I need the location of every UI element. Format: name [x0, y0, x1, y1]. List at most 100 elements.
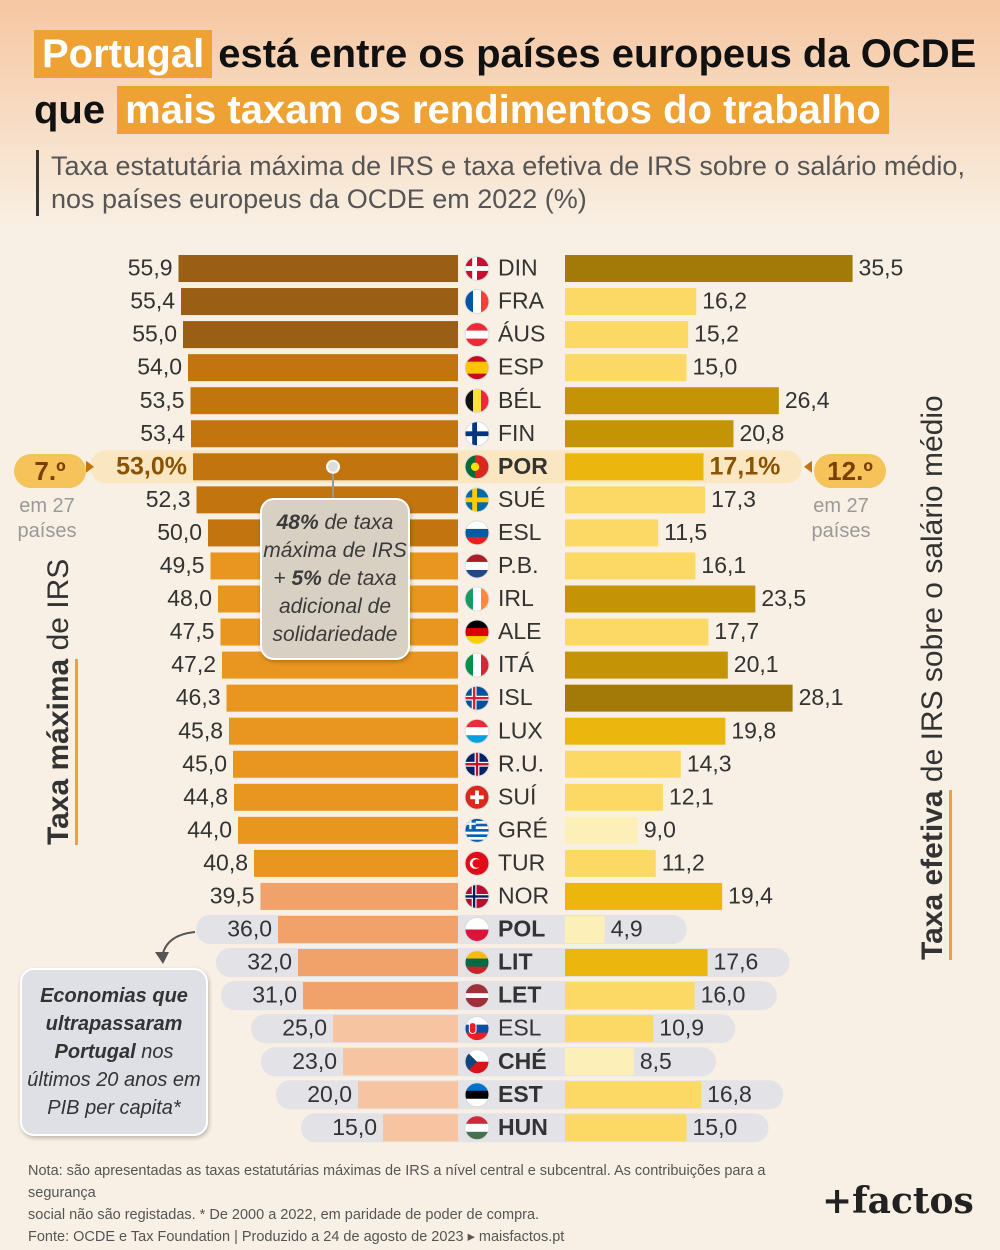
lithuania-flag-icon	[464, 950, 490, 976]
left-value-label: 25,0	[282, 1015, 327, 1041]
left-bar	[358, 1081, 458, 1109]
slovenia-flag-icon	[464, 520, 490, 546]
annotation-text-1: de taxa máxima de IRS +	[263, 511, 407, 590]
rank-right-caption-2: países	[811, 520, 871, 542]
right-value-label: 16,8	[707, 1081, 752, 1107]
turkey-flag-icon	[464, 850, 490, 876]
uk-flag-icon	[464, 751, 490, 777]
left-value-label: 53,4	[140, 420, 185, 446]
portugal-rate-annotation-text: 48% de taxa máxima de IRS + 5% de taxa a…	[262, 509, 408, 649]
annotation-bold-1: 48%	[276, 511, 319, 534]
right-bar	[565, 1015, 654, 1043]
footnote-source: Fonte: OCDE e Tax Foundation | Produzido…	[28, 1229, 565, 1245]
left-value-label: 53,5	[140, 387, 185, 413]
right-bar	[565, 618, 709, 646]
left-bar	[254, 849, 458, 877]
right-value-label: 15,0	[693, 1114, 738, 1140]
subtitle-line-2: nos países europeus da OCDE em 2022 (%)	[51, 184, 587, 214]
right-value-label: 28,1	[799, 684, 844, 710]
left-bar	[233, 750, 458, 778]
callout-rest: nos últimos 20 anos em PIB per capita*	[27, 1041, 201, 1119]
denmark-flag-icon	[464, 256, 490, 281]
right-bar	[565, 916, 605, 943]
annotation-bold-2: 5%	[291, 567, 322, 590]
left-value-label: 44,8	[183, 783, 228, 809]
left-bar	[183, 321, 458, 349]
country-label: LET	[498, 982, 541, 1008]
left-bar	[343, 1048, 458, 1076]
right-bar	[565, 651, 728, 679]
annotation-text-2: de taxa adicional de solidariedade	[272, 567, 398, 646]
right-bar	[565, 288, 697, 316]
rank-left-caption-2: países	[17, 520, 77, 542]
norway-flag-icon	[464, 883, 490, 909]
right-bar	[565, 321, 689, 349]
right-value-label: 20,1	[734, 651, 779, 677]
annotation-pin-head	[326, 459, 340, 474]
footnote-line-1: Nota: são apresentadas as taxas estatutá…	[28, 1163, 766, 1201]
subtitle-line-1: Taxa estatutária máxima de IRS e taxa ef…	[51, 151, 965, 181]
left-bar	[278, 916, 458, 943]
subtitle: Taxa estatutária máxima de IRS e taxa ef…	[36, 150, 965, 216]
right-value-label: 19,4	[728, 883, 773, 909]
left-value-label: 48,0	[167, 585, 212, 611]
right-bar	[565, 420, 734, 448]
left-axis-label-rest: de IRS	[42, 558, 75, 659]
left-bar	[298, 949, 458, 977]
left-bar	[383, 1114, 458, 1142]
right-value-label: 17,7	[714, 618, 759, 644]
country-label: POL	[498, 916, 545, 942]
left-axis-label-bold: Taxa máxima	[42, 658, 78, 845]
left-value-label: 55,4	[130, 288, 175, 314]
footnote-line-2: social não são registadas. * De 2000 a 2…	[28, 1207, 540, 1223]
right-bar	[565, 255, 853, 282]
france-flag-icon	[464, 289, 490, 315]
left-bar	[178, 255, 458, 282]
right-bar	[565, 387, 779, 415]
left-value-label: 15,0	[332, 1114, 377, 1140]
right-bar	[565, 783, 664, 811]
austria-flag-icon	[464, 322, 490, 348]
title-highlight-portugal: Portugal	[34, 30, 213, 78]
greece-flag-icon	[464, 817, 490, 843]
germany-flag-icon	[464, 619, 490, 645]
finland-flag-icon	[464, 421, 490, 447]
left-bar	[333, 1015, 458, 1043]
left-value-label: 55,0	[132, 321, 177, 347]
country-label: R.U.	[498, 750, 544, 776]
country-label: LUX	[498, 717, 543, 743]
country-label: TUR	[498, 849, 545, 875]
country-label: ISL	[498, 684, 533, 710]
rank-left-arrow	[86, 460, 94, 473]
country-label: P.B.	[498, 552, 539, 578]
right-value-label: 17,3	[711, 486, 756, 512]
right-bar	[565, 1081, 702, 1109]
country-label: FIN	[498, 420, 535, 446]
spain-flag-icon	[464, 355, 490, 381]
rank-right-caption-1: em 27	[813, 495, 869, 517]
left-value-label: 45,8	[178, 717, 223, 743]
right-bar	[565, 717, 726, 745]
luxembourg-flag-icon	[464, 718, 490, 744]
right-bar	[565, 982, 695, 1010]
title-highlight-2: mais taxam os rendimentos do trabalho	[117, 86, 889, 134]
left-value-label: 45,0	[182, 750, 227, 776]
right-bar	[565, 750, 681, 778]
ireland-flag-icon	[464, 586, 490, 612]
country-label: NOR	[498, 883, 549, 909]
left-bar	[234, 783, 458, 811]
rank-left-badge: 7.º	[14, 454, 86, 488]
footnote: Nota: são apresentadas as taxas estatutá…	[28, 1160, 808, 1248]
country-label: ALE	[498, 618, 541, 644]
right-value-label: 14,3	[687, 750, 732, 776]
czechia-flag-icon	[464, 1049, 490, 1075]
country-label: DIN	[498, 255, 538, 281]
left-value-label: 20,0	[307, 1081, 352, 1107]
right-bar	[565, 949, 708, 977]
country-label: FRA	[498, 288, 545, 314]
right-axis-label: Taxa efetiva de IRS sobre o salário médi…	[916, 395, 952, 960]
country-label: SUÍ	[498, 783, 537, 809]
left-value-label: 40,8	[203, 849, 248, 875]
right-bar	[565, 684, 793, 712]
title-rest-1: está entre os países europeus da OCDE	[218, 32, 977, 76]
